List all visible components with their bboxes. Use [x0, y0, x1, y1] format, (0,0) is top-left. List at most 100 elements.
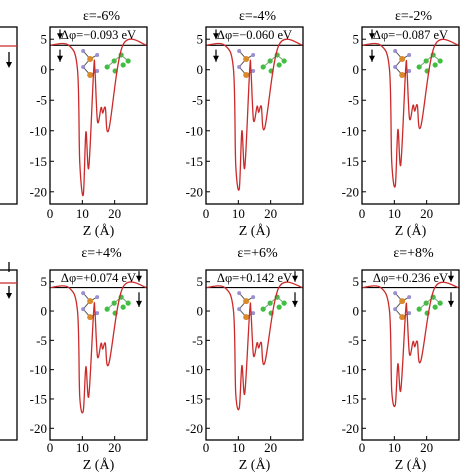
molecule-atom [237, 64, 242, 69]
work-function-annotation: Δφ=−0.060 eV [217, 28, 292, 42]
molecule-atom [120, 62, 126, 68]
molecule-atom [399, 314, 406, 321]
work-function-annotation: Δφ=+0.074 eV [61, 271, 136, 285]
molecule-atom [237, 291, 242, 296]
potential-curve [362, 38, 459, 188]
y-tick-label: -15 [30, 391, 47, 406]
y-tick-label: -10 [342, 123, 359, 138]
work-function-arrow-icon [369, 29, 375, 62]
y-tick-label: -5 [192, 333, 203, 348]
x-tick-label: 0 [203, 206, 210, 221]
molecule-atom [399, 55, 406, 62]
work-function-arrow-icon [292, 271, 298, 307]
molecule-bond [262, 54, 285, 68]
molecule-structure-icon [393, 291, 443, 321]
molecule-atom [393, 64, 398, 69]
x-tick-label: 10 [232, 440, 245, 455]
molecule-atom [87, 55, 94, 62]
molecule-atom [81, 64, 86, 69]
y-tick-label: -15 [186, 154, 203, 169]
x-tick-label: 0 [359, 206, 366, 221]
plot-frame [361, 26, 460, 205]
y-tick-label: 5 [353, 274, 360, 289]
y-tick-label: 5 [353, 32, 360, 47]
x-tick-label: 20 [264, 206, 277, 221]
molecule-atom [243, 314, 250, 321]
molecule-atom [393, 307, 398, 312]
work-function-arrow-icon [448, 271, 454, 307]
molecule-atom [432, 62, 438, 68]
x-tick-label: 0 [47, 440, 54, 455]
chart-title: ε=+8% [393, 246, 434, 261]
work-function-annotation: Δφ=+0.142 eV [217, 271, 292, 285]
plot-frame [361, 269, 460, 441]
chart-title: ε=-6% [83, 9, 120, 24]
molecule-atom [251, 52, 256, 57]
potential-curve [206, 281, 303, 411]
molecule-atom [243, 71, 250, 78]
molecule-structure-icon [237, 48, 287, 78]
molecule-atom [407, 311, 412, 316]
y-tick-label: 0 [41, 304, 48, 319]
y-tick-label: -5 [348, 333, 359, 348]
cropped-left-panel [0, 26, 18, 441]
x-tick-label: 20 [108, 206, 121, 221]
y-tick-label: -20 [30, 184, 47, 199]
y-tick-label: -10 [30, 362, 47, 377]
molecule-atom [87, 298, 94, 305]
work-function-arrow-icon [136, 271, 142, 307]
y-tick-label: -20 [342, 421, 359, 436]
molecule-atom [251, 311, 256, 316]
molecule-bond [418, 296, 441, 310]
plot-frame [49, 26, 148, 205]
molecule-atom [237, 48, 242, 53]
x-tick-label: 0 [203, 440, 210, 455]
molecule-atom [95, 52, 100, 57]
x-axis-label: Z (Å) [395, 223, 427, 239]
x-axis-label: Z (Å) [83, 457, 115, 473]
x-tick-label: 0 [359, 440, 366, 455]
x-axis-label: Z (Å) [239, 457, 271, 473]
x-tick-label: 10 [76, 440, 89, 455]
y-tick-label: 0 [353, 304, 360, 319]
x-tick-label: 0 [47, 206, 54, 221]
molecule-atom [243, 298, 250, 305]
molecule-structure-icon [81, 291, 131, 321]
molecule-atom [237, 307, 242, 312]
molecule-atom [81, 307, 86, 312]
y-tick-label: -5 [348, 93, 359, 108]
molecule-bond [106, 54, 129, 68]
potential-curve [50, 281, 147, 414]
y-tick-label: 5 [41, 32, 48, 47]
x-axis-label: Z (Å) [83, 223, 115, 239]
molecule-atom [81, 48, 86, 53]
y-tick-label: -5 [36, 333, 47, 348]
y-tick-label: 0 [353, 62, 360, 77]
y-tick-label: -20 [186, 184, 203, 199]
x-tick-label: 20 [420, 440, 433, 455]
molecule-atom [87, 314, 94, 321]
work-function-annotation: Δφ=−0.087 eV [373, 28, 448, 42]
molecule-atom [120, 304, 126, 310]
y-tick-label: -10 [186, 362, 203, 377]
work-function-annotation: Δφ=−0.093 eV [61, 28, 136, 42]
x-axis-label: Z (Å) [239, 223, 271, 239]
molecule-atom [243, 55, 250, 62]
x-axis-label: Z (Å) [395, 457, 427, 473]
chart-title: ε=+6% [237, 246, 278, 261]
potential-curve [362, 281, 459, 408]
y-tick-label: -20 [30, 421, 47, 436]
potential-curve [50, 38, 147, 197]
molecule-atom [276, 304, 282, 310]
molecule-bond [262, 296, 285, 310]
x-tick-label: 20 [108, 440, 121, 455]
molecule-atom [399, 298, 406, 305]
molecule-bond [418, 54, 441, 68]
x-tick-label: 10 [388, 440, 401, 455]
